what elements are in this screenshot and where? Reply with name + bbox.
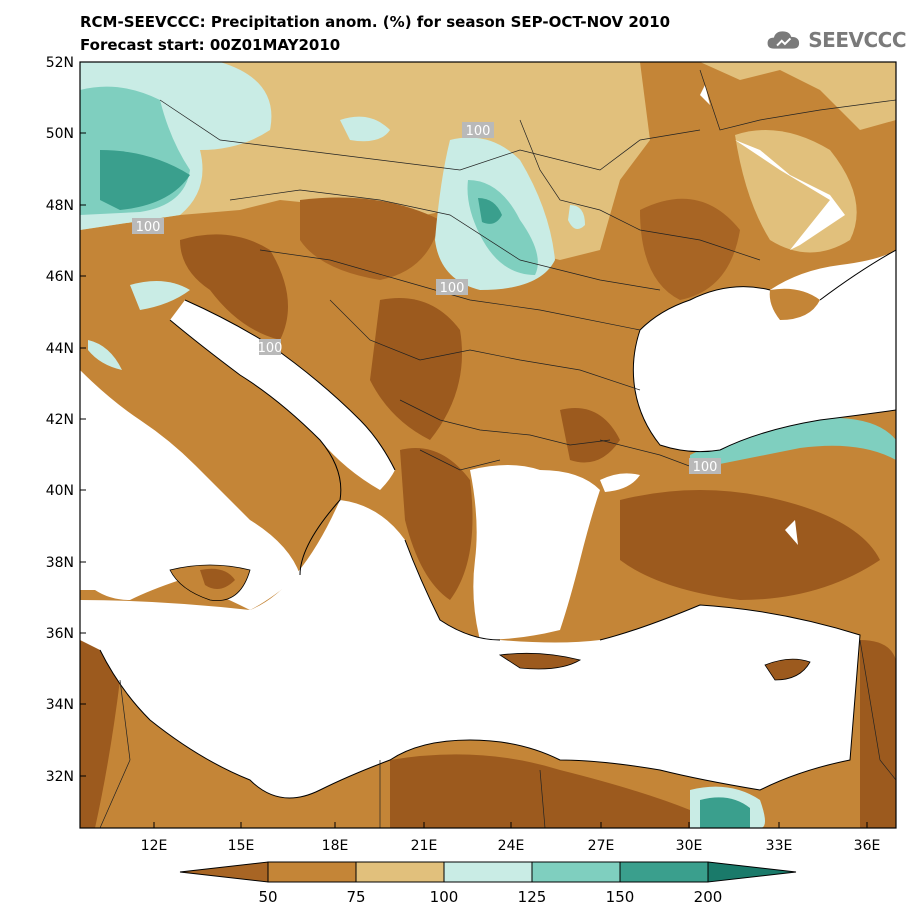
lat-tick-label: 36N: [46, 626, 74, 642]
contour-label-bg: [436, 279, 468, 295]
coastline-adriatic-east: [184, 299, 396, 471]
lat-tick-label: 42N: [46, 412, 74, 428]
undefined-gap-north: [700, 85, 710, 105]
coastline-italy: [169, 319, 342, 576]
sicily-dark: [200, 568, 235, 589]
colorbar-label: 75: [346, 888, 365, 906]
map-frame: [79, 61, 897, 829]
field-teal-black-sea-coast: [690, 418, 896, 470]
colorbar-bin-50-75: [267, 861, 357, 883]
crete: [498, 652, 582, 670]
contour-label-bg: [259, 339, 281, 355]
lon-tick-label: 12E: [141, 838, 168, 854]
cloud-icon: [767, 31, 800, 49]
field-dark-moldova: [640, 198, 740, 300]
country-borders: [99, 69, 896, 828]
field-dark-hungary: [300, 197, 440, 280]
seevccc-logo: SEEVCCC: [766, 24, 906, 56]
field-teal-light-poland: [340, 116, 390, 142]
aegean-sea: [470, 465, 600, 640]
lat-tick-label: 44N: [46, 341, 74, 357]
lon-tick-label: 30E: [676, 838, 703, 854]
field-dark-bulgaria: [560, 408, 620, 463]
contour-label-100: 100: [693, 460, 718, 475]
lat-tick-label: 34N: [46, 697, 74, 713]
forecast-start-label: Forecast start: 00Z01MAY2010: [80, 36, 341, 54]
colorbar-bin-100-125: [443, 861, 533, 883]
sea-of-marmara: [600, 473, 640, 492]
contour-label-bg: [689, 458, 721, 474]
colorbar-label: 150: [606, 888, 635, 906]
field-teal-light-small: [568, 205, 585, 229]
anomaly-field: [80, 62, 896, 828]
tyrrhenian-sea: [80, 370, 300, 610]
lat-tick-label: 50N: [46, 126, 74, 142]
field-teal-dark-nile: [700, 797, 750, 828]
undefined-gap-anatolia: [785, 520, 798, 545]
field-teal-dark-nw: [100, 150, 190, 210]
field-teal-light-italy: [88, 340, 122, 370]
lat-tick-label: 38N: [46, 555, 74, 571]
lat-tick-label: 32N: [46, 769, 74, 785]
lat-tick-label: 46N: [46, 269, 74, 285]
contour-label-100: 100: [136, 220, 161, 235]
longitude-axis: 12E 15E 18E 21E 24E 27E 30E 33E 36E: [141, 822, 881, 854]
field-dark-tunisia: [80, 620, 120, 828]
lon-tick-label: 21E: [411, 838, 438, 854]
colorbar-label: 125: [518, 888, 547, 906]
latitude-axis: 52N 50N 48N 46N 44N 42N 40N 38N 36N 34N …: [46, 55, 86, 785]
lon-tick-label: 18E: [322, 838, 349, 854]
colorbar-bin-75-100: [355, 861, 445, 883]
lon-tick-label: 24E: [498, 838, 525, 854]
field-dark-libya: [390, 754, 690, 828]
eastern-mediterranean: [80, 500, 860, 798]
field-teal-dark-carpathian: [478, 198, 502, 224]
cyprus: [764, 658, 811, 681]
colorbar-label: 100: [430, 888, 459, 906]
lon-tick-label: 36E: [854, 838, 881, 854]
colorbar: 50 75 100 125 150 200: [179, 861, 797, 906]
colorbar-bin-150-200: [619, 861, 709, 883]
contour-labels: 100 100 100 100 100: [132, 122, 721, 475]
logo-text: SEEVCCC: [808, 28, 906, 52]
contour-label-100: 100: [258, 341, 283, 356]
adriatic-sea: [170, 300, 395, 490]
lat-tick-label: 48N: [46, 198, 74, 214]
lon-tick-label: 27E: [588, 838, 615, 854]
colorbar-arrow-low: [179, 861, 269, 883]
field-dark-greece: [400, 448, 473, 600]
crimea: [769, 288, 820, 320]
field-dark-levant: [860, 640, 896, 828]
field-dark-serbia: [370, 298, 462, 440]
contour-label-100: 100: [466, 124, 491, 139]
lat-tick-label: 52N: [46, 55, 74, 71]
lon-tick-label: 33E: [766, 838, 793, 854]
coastline-black-sea: [632, 249, 896, 453]
colorbar-bin-125-150: [531, 861, 621, 883]
black-sea: [633, 250, 896, 452]
colorbar-label: 50: [258, 888, 277, 906]
colorbar-label: 200: [694, 888, 723, 906]
field-teal-light-alps: [130, 281, 190, 310]
colorbar-arrow-high: [707, 861, 797, 883]
contour-label-100: 100: [440, 281, 465, 296]
coastline-eastern-med: [99, 539, 861, 799]
map-title: RCM-SEEVCCC: Precipitation anom. (%) for…: [80, 13, 671, 31]
undefined-gap-ukraine: [735, 140, 845, 250]
field-dark-balkan-nw: [180, 234, 288, 340]
lon-tick-label: 15E: [228, 838, 255, 854]
contour-label-bg: [462, 122, 494, 138]
contour-label-bg: [132, 218, 164, 234]
lat-tick-label: 40N: [46, 483, 74, 499]
field-dark-anatolia: [620, 490, 880, 600]
